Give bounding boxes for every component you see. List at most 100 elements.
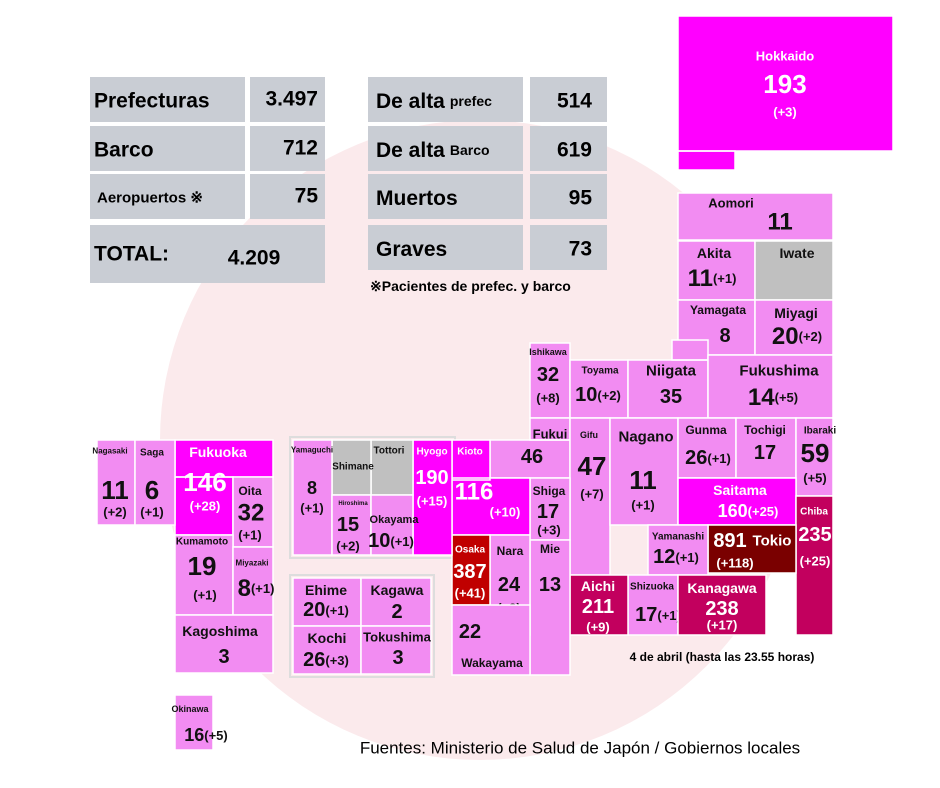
summary-label: Prefecturas: [94, 90, 210, 113]
summary-label: De alta Barco: [376, 139, 490, 162]
summary-label: Graves: [376, 238, 447, 261]
prefecture-change: (+118): [716, 556, 753, 571]
prefecture: Tochigi 17: [735, 417, 797, 479]
summary-label-main: Graves: [376, 238, 447, 261]
prefecture-name: Shimane: [332, 462, 374, 473]
prefecture: Oita 32(+1): [232, 476, 274, 548]
prefecture-tile: [175, 440, 273, 477]
prefecture-tile: [175, 535, 233, 615]
prefecture-tile: [293, 578, 361, 626]
prefecture-name: Ibaraki: [804, 426, 836, 437]
prefecture-value: 35: [660, 386, 682, 408]
prefecture-tile: [452, 478, 530, 535]
prefecture-value: 22: [459, 621, 481, 643]
prefecture-value: 11: [688, 265, 713, 292]
prefecture-tile: [530, 540, 570, 675]
prefecture: Fukushima 14(+5): [707, 354, 834, 419]
summary-value-box: [530, 77, 607, 122]
prefecture-count: 10(+1): [368, 530, 414, 552]
prefecture-name: Gunma: [685, 423, 727, 437]
prefecture-name: Toyama: [581, 366, 618, 377]
summary-value: 73: [569, 238, 592, 261]
prefecture: Fukui 46: [489, 417, 571, 479]
prefecture: Fukuoka 146 (+28): [174, 439, 274, 536]
prefecture-value: 235: [798, 524, 831, 546]
summary-label-box: [368, 174, 523, 219]
tile-border: [174, 614, 274, 674]
prefecture-change: (+2): [103, 505, 126, 520]
summary-value: 619: [557, 139, 592, 162]
prefecture: Toyama 10(+2): [569, 359, 629, 419]
prefecture-name: Fukushima: [739, 363, 819, 380]
prefecture-value: 8: [238, 575, 251, 602]
tile-border: [677, 15, 894, 152]
prefecture-tile: [175, 615, 273, 673]
tile-border: [134, 439, 176, 526]
summary-value: 75: [295, 185, 319, 208]
prefecture-tile: [371, 495, 413, 555]
prefecture: Shiga 17(+3): [529, 477, 571, 541]
prefecture-tile: [233, 477, 273, 547]
prefecture-name: Aomori: [708, 196, 754, 211]
prefecture-tile: [755, 241, 833, 300]
prefecture-tile: [135, 440, 175, 525]
prefecture-tile: [610, 418, 678, 525]
prefecture-count: 8(+1): [238, 575, 275, 602]
prefecture-name: Mie: [540, 542, 560, 556]
prefecture-tile: [361, 626, 431, 674]
prefecture: Chiba 235 (+25): [795, 495, 834, 636]
tile-border: [677, 574, 767, 636]
prefecture-change: (+1): [251, 581, 274, 596]
prefecture-change: (+1): [390, 534, 413, 549]
prefecture-name: Ishikawa: [529, 347, 568, 357]
summary-value-box: [530, 225, 607, 270]
prefecture-change: (+1): [238, 528, 261, 543]
prefecture-name: Oita: [238, 484, 262, 498]
prefecture-name: Osaka: [455, 545, 485, 556]
prefecture-count: 26(+3): [303, 649, 349, 671]
prefecture: Shimane: [331, 439, 374, 496]
prefecture: Kagoshima 3: [174, 614, 274, 674]
prefecture-name: Kumamoto: [176, 537, 228, 548]
prefecture-name: Kioto: [457, 447, 483, 458]
prefecture-tile: [570, 360, 628, 418]
prefecture-change: (+1): [140, 505, 163, 520]
prefecture-change: (+2): [336, 539, 359, 554]
prefecture: Nagano 11 (+1): [609, 417, 679, 526]
prefecture-value: 160: [718, 501, 748, 521]
prefecture-change: (+7): [580, 487, 603, 502]
summary-label: Muertos: [376, 187, 458, 210]
prefecture-count: 14(+5): [748, 384, 798, 411]
prefecture-value: 24: [498, 574, 521, 596]
prefecture: Miyazaki 8(+1): [232, 546, 275, 616]
prefecture-tile: [628, 360, 708, 418]
summary-value-box: [530, 126, 607, 171]
prefecture-count: 11(+1): [688, 265, 737, 292]
prefecture-change: (+1): [193, 588, 216, 603]
prefecture-value: 190: [415, 467, 448, 489]
tile-border: [451, 604, 531, 676]
prefecture: Ishikawa 32 (+8): [529, 342, 571, 419]
prefecture-value: 32: [537, 364, 559, 386]
prefecture-tile: [708, 525, 796, 573]
prefecture: Okinawa 16(+5): [171, 694, 228, 751]
summary-label-box: [90, 174, 245, 219]
prefecture-tile: [678, 16, 893, 151]
prefecture: Gunma 26(+1): [677, 417, 737, 479]
tile-border: [360, 625, 432, 675]
prefecture-tile: [332, 495, 371, 555]
prefecture: Nagasaki 11(+2): [92, 439, 136, 526]
prefecture: Hiroshima 15 (+2): [331, 494, 372, 556]
prefecture-change: (+9): [586, 620, 609, 635]
prefecture-tile: [530, 343, 570, 418]
prefecture-name: Saitama: [713, 482, 767, 498]
prefecture-tile: [570, 575, 628, 635]
prefecture-value: 2: [391, 601, 402, 623]
prefecture-tile: [530, 418, 570, 440]
prefecture: Osaka 387 (+41): [451, 534, 491, 606]
prefecture: Saitama 160(+25): [677, 477, 797, 526]
prefecture-name: Nagano: [618, 429, 673, 446]
prefecture-count: 20(+1): [303, 599, 349, 621]
